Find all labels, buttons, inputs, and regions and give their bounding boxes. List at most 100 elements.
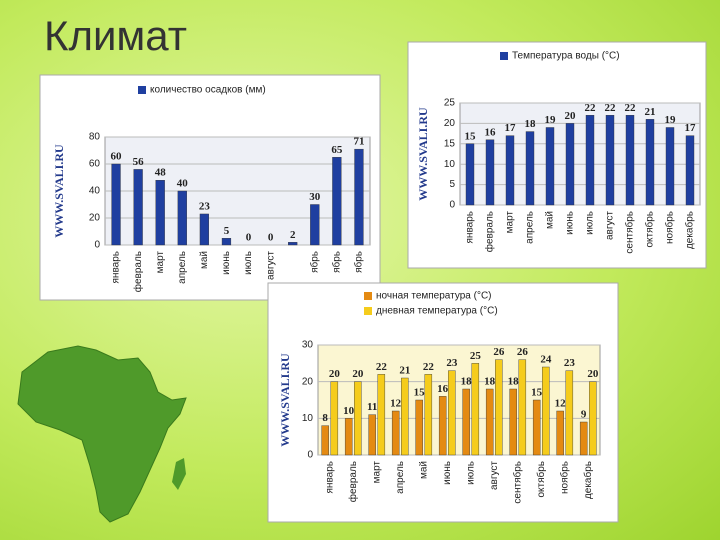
- legend-label: количество осадков (мм): [150, 85, 266, 96]
- madagascar: [172, 458, 186, 490]
- x-tick-label: июль: [243, 251, 254, 275]
- x-tick-label: июнь: [221, 251, 232, 275]
- value-label: 56: [133, 156, 145, 168]
- value-label: 20: [352, 368, 364, 380]
- y-tick-label: 0: [449, 200, 455, 211]
- bar: [424, 374, 433, 456]
- value-label: 22: [423, 361, 435, 373]
- y-tick-label: 0: [94, 240, 100, 251]
- value-label: 16: [485, 126, 497, 138]
- bar: [589, 381, 597, 456]
- value-label: 18: [461, 376, 473, 388]
- bar: [391, 410, 400, 456]
- legend-swatch: [364, 292, 372, 300]
- bar: [155, 179, 165, 246]
- value-label: 21: [645, 106, 656, 118]
- bar: [495, 359, 503, 456]
- bar: [415, 399, 423, 456]
- value-label: 26: [493, 346, 505, 358]
- x-tick-label: март: [155, 251, 166, 274]
- value-label: 22: [376, 361, 388, 373]
- x-tick-label: май: [199, 251, 210, 269]
- bar: [665, 127, 675, 206]
- bar: [368, 414, 376, 456]
- value-label: 23: [564, 357, 576, 369]
- value-label: 23: [199, 200, 211, 212]
- x-tick-label: январь: [465, 211, 476, 243]
- y-tick-label: 20: [444, 118, 456, 129]
- value-label: 12: [555, 398, 567, 410]
- x-tick-label: май: [418, 461, 429, 479]
- value-label: 22: [585, 102, 597, 114]
- value-label: 24: [540, 354, 552, 366]
- y-tick-label: 20: [302, 376, 314, 387]
- bar: [505, 135, 515, 206]
- legend-label: ночная температура (°C): [376, 291, 492, 302]
- bar: [448, 370, 456, 456]
- x-tick-label: февраль: [132, 251, 144, 292]
- x-tick-label: январь: [324, 461, 335, 493]
- x-tick-label: апрель: [177, 251, 188, 284]
- value-label: 5: [224, 225, 230, 237]
- bar: [518, 359, 527, 456]
- value-label: 10: [343, 405, 355, 417]
- watermark: WWW.SVALI.RU: [416, 107, 430, 201]
- y-tick-label: 5: [449, 179, 455, 190]
- value-label: 20: [587, 368, 599, 380]
- y-tick-label: 10: [302, 413, 314, 424]
- x-tick-label: октябрь: [535, 461, 547, 498]
- x-tick-label: февраль: [484, 211, 496, 252]
- bar: [605, 115, 615, 206]
- y-tick-label: 25: [444, 98, 456, 109]
- legend-swatch: [138, 86, 146, 94]
- bar: [344, 418, 353, 456]
- value-label: 17: [685, 122, 697, 134]
- bar: [199, 213, 209, 246]
- watermark: WWW.SVALI.RU: [278, 353, 292, 447]
- bar: [542, 366, 550, 456]
- y-tick-label: 0: [307, 450, 313, 461]
- x-tick-label: февраль: [347, 461, 359, 502]
- value-label: 18: [508, 376, 520, 388]
- value-label: 18: [525, 118, 537, 130]
- x-tick-label: декабрь: [582, 461, 594, 499]
- bar: [332, 157, 342, 246]
- bar: [645, 119, 655, 206]
- bar: [438, 396, 447, 456]
- x-tick-label: август: [489, 461, 500, 490]
- value-label: 2: [290, 229, 296, 241]
- legend-swatch: [500, 52, 508, 60]
- value-label: 18: [484, 376, 496, 388]
- bar: [471, 363, 480, 456]
- x-tick-label: сентябрь: [624, 211, 636, 254]
- bar: [556, 410, 564, 456]
- x-tick-label: август: [605, 211, 616, 240]
- value-label: 19: [665, 114, 677, 126]
- x-tick-label: март: [505, 211, 516, 234]
- value-label: 30: [309, 191, 321, 203]
- value-label: 17: [505, 122, 517, 134]
- africa-map: [17, 345, 187, 523]
- watermark: WWW.SVALI.RU: [52, 144, 66, 238]
- legend-label: Температура воды (°C): [512, 51, 620, 62]
- bar: [354, 148, 364, 246]
- y-tick-label: 15: [444, 138, 456, 149]
- value-label: 48: [155, 167, 167, 179]
- x-tick-label: ябрь: [331, 251, 343, 273]
- bar: [532, 399, 541, 456]
- value-label: 15: [414, 387, 426, 399]
- value-label: 40: [177, 178, 189, 190]
- x-tick-label: март: [371, 461, 382, 484]
- x-tick-label: декабрь: [684, 211, 696, 249]
- value-label: 65: [331, 144, 343, 156]
- value-label: 15: [531, 387, 543, 399]
- slide-title: Климат: [44, 12, 187, 59]
- value-label: 0: [268, 232, 274, 244]
- plot-area: [317, 344, 601, 456]
- bar: [177, 190, 187, 246]
- y-tick-label: 10: [444, 159, 456, 170]
- value-label: 9: [581, 409, 587, 421]
- y-tick-label: 60: [89, 159, 101, 170]
- bar: [525, 131, 535, 206]
